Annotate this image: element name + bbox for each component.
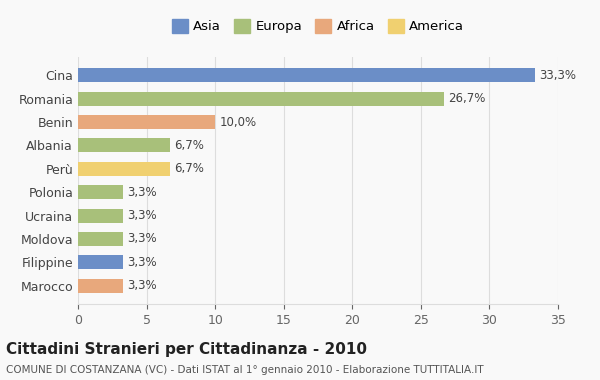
Bar (78, 92, 444, 106)
Text: 3,3%: 3,3% (127, 256, 157, 269)
Bar (78, 209, 123, 223)
Bar (78, 185, 123, 199)
Text: Cittadini Stranieri per Cittadinanza - 2010: Cittadini Stranieri per Cittadinanza - 2… (6, 342, 367, 357)
Text: 3,3%: 3,3% (127, 186, 157, 199)
Legend: Asia, Europa, Africa, America: Asia, Europa, Africa, America (172, 19, 464, 33)
Text: COMUNE DI COSTANZANA (VC) - Dati ISTAT al 1° gennaio 2010 - Elaborazione TUTTITA: COMUNE DI COSTANZANA (VC) - Dati ISTAT a… (6, 365, 484, 375)
Bar (78, 115, 215, 129)
Text: 10,0%: 10,0% (219, 116, 256, 128)
Bar (78, 255, 123, 269)
Text: 6,7%: 6,7% (174, 162, 204, 175)
Text: 3,3%: 3,3% (127, 233, 157, 245)
Bar (78, 232, 123, 246)
Text: 33,3%: 33,3% (539, 69, 576, 82)
Text: 6,7%: 6,7% (174, 139, 204, 152)
Bar (78, 162, 170, 176)
Bar (78, 68, 535, 82)
Bar (78, 138, 170, 152)
Text: 26,7%: 26,7% (448, 92, 485, 105)
Text: 3,3%: 3,3% (127, 209, 157, 222)
Bar (78, 279, 123, 293)
Text: 3,3%: 3,3% (127, 279, 157, 292)
